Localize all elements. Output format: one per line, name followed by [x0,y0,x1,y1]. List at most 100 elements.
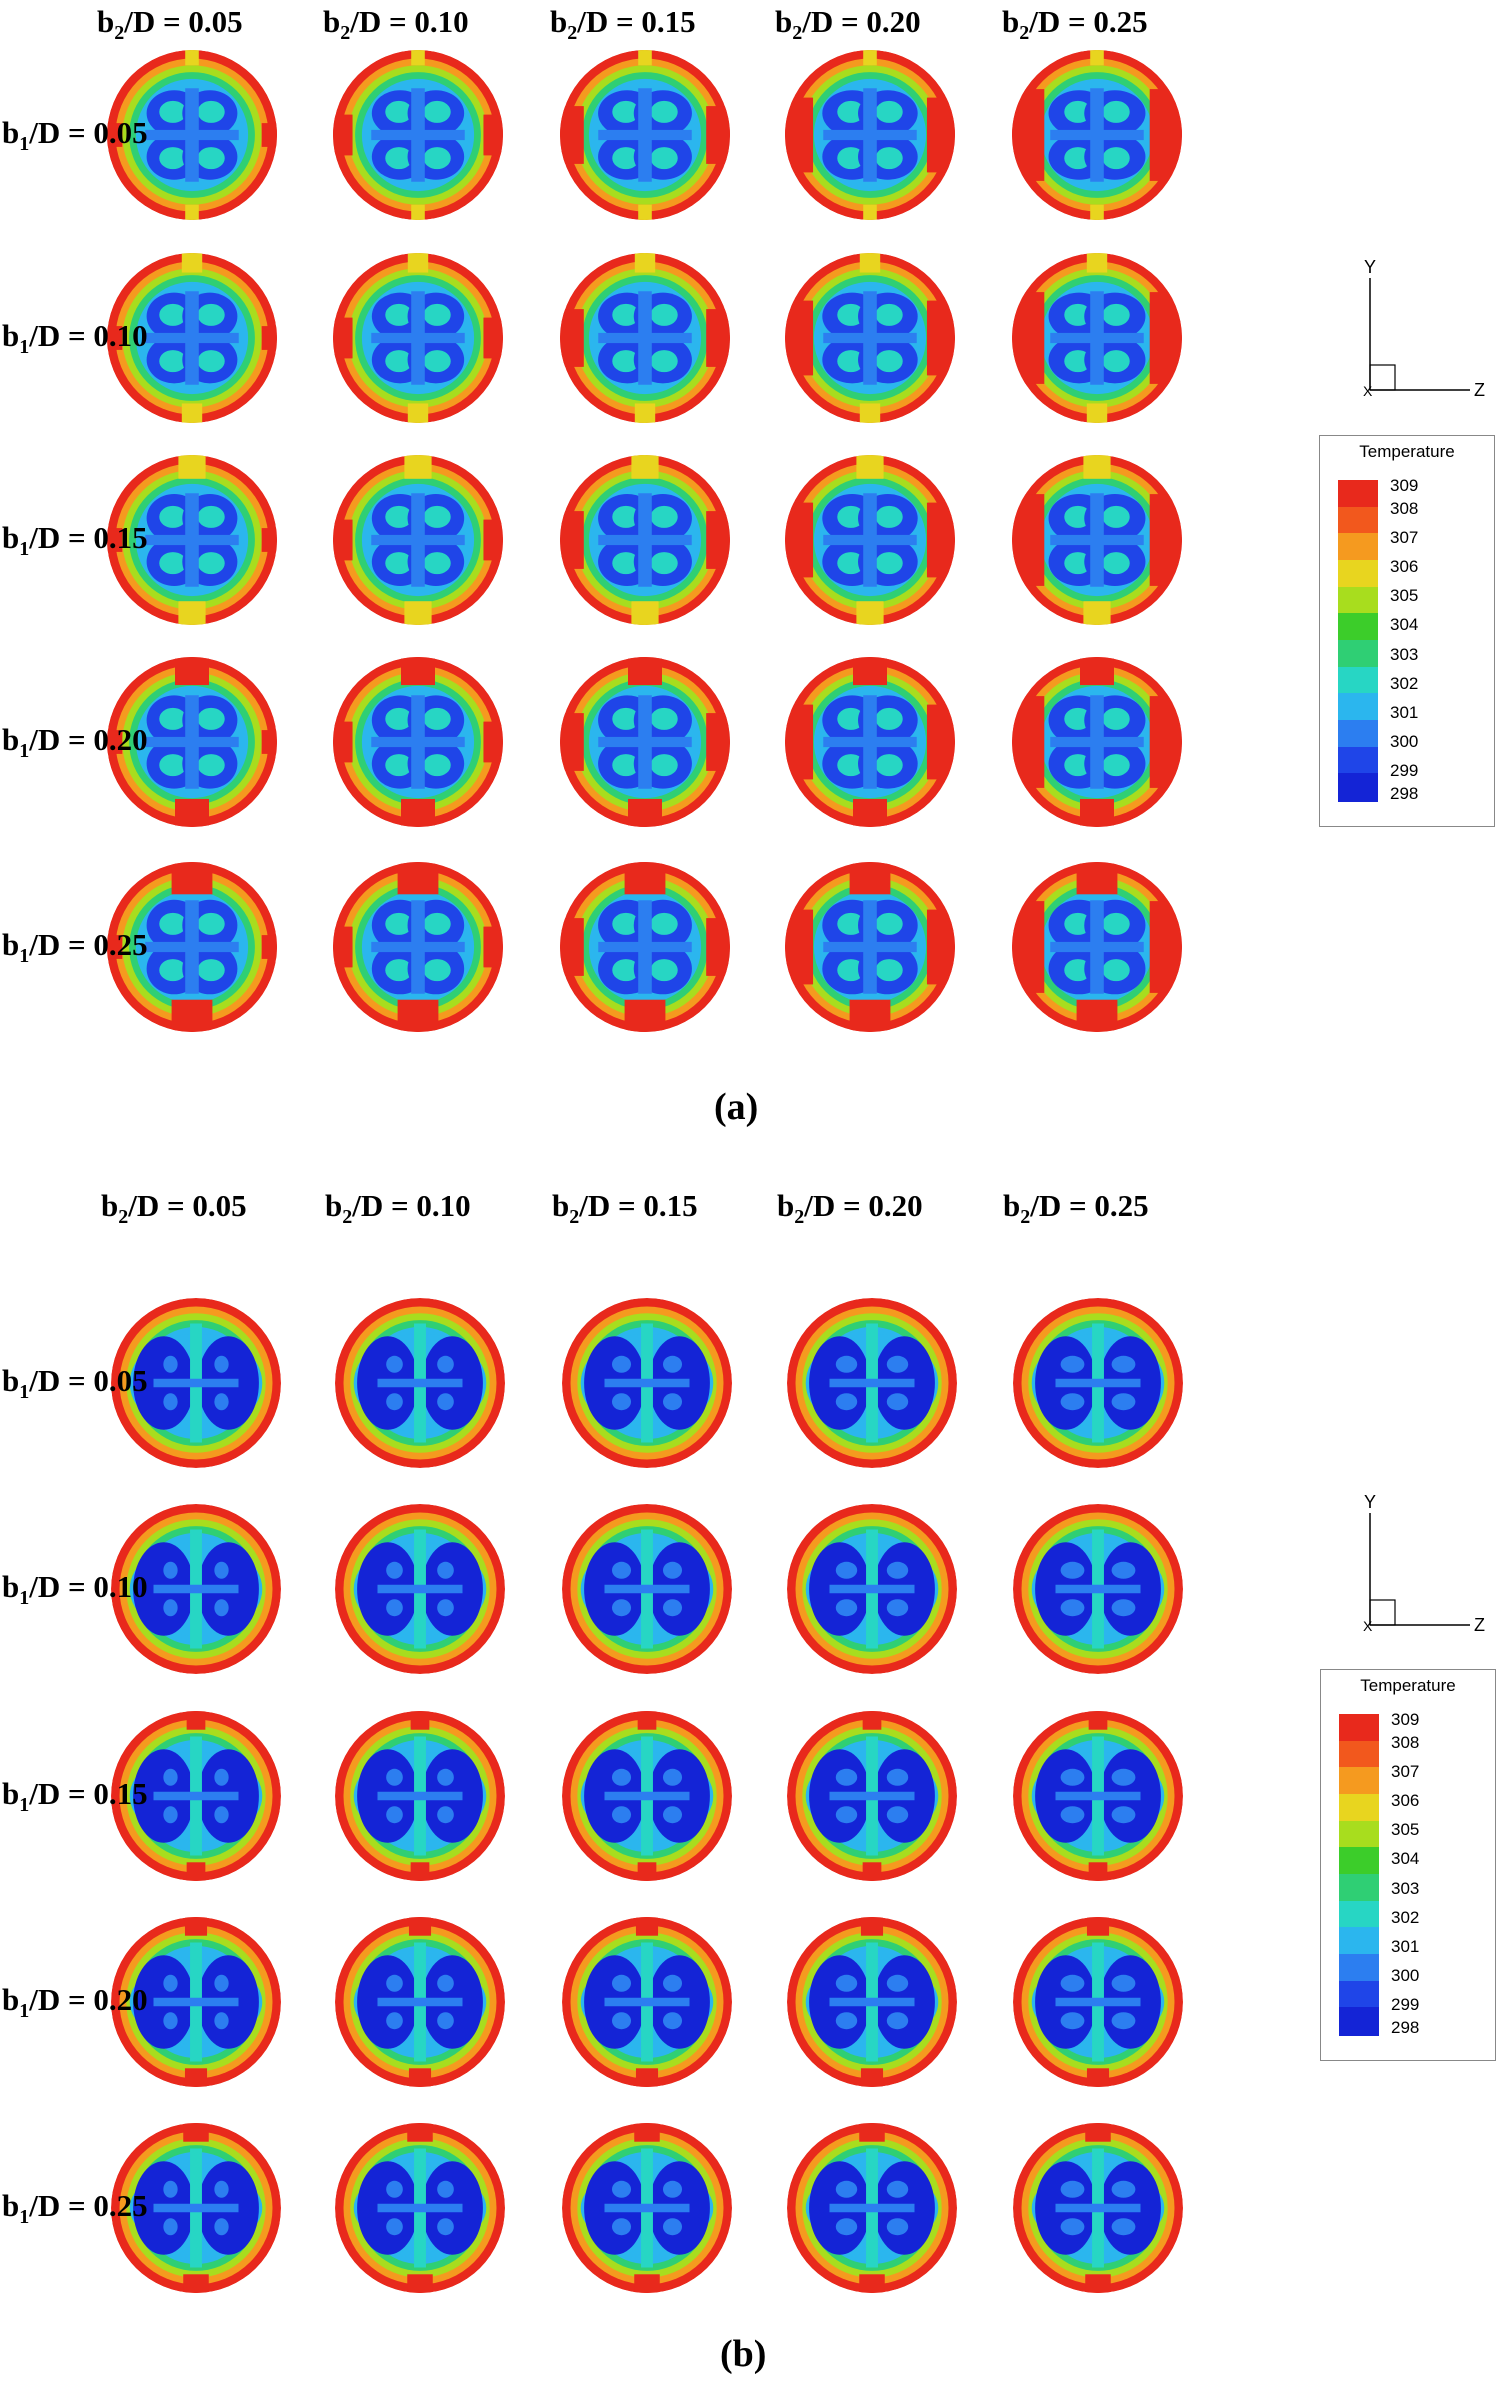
panel-label-b: (b) [720,2333,767,2375]
panel-a: (a) Temperature 309 308 307 306 305 304 303 302… [0,0,1505,1130]
temperature-contour [107,657,277,827]
legend-colorbar [1338,480,1378,802]
temperature-contour [560,253,730,423]
legend-swatch [1339,1847,1379,1876]
temperature-contour [1013,1917,1183,2087]
row-header: b1/D = 0.10 [2,318,148,359]
legend-title: Temperature [1359,442,1455,461]
legend-tick-label: 301 [1390,702,1419,722]
legend-colorbar [1339,1714,1379,2036]
legend-tick-label: 308 [1390,499,1419,519]
legend-tick-label: 304 [1391,1849,1420,1869]
row-header: b1/D = 0.20 [2,722,148,763]
legend-swatch [1339,1954,1379,1983]
coordinate-axes-a: Y Z X [1350,258,1500,408]
temperature-contour [560,455,730,625]
legend-swatch [1339,1900,1379,1929]
legend-tick-label: 302 [1391,1907,1420,1927]
legend-swatch [1339,2007,1379,2036]
temperature-contour [111,1298,281,1468]
temperature-contour [333,862,503,1032]
temperature-contour [787,1298,957,1468]
temperature-contour [1012,657,1182,827]
coordinate-axes-b: Y Z X [1350,1493,1500,1643]
legend-tick-label: 300 [1390,731,1419,751]
column-header: b2/D = 0.25 [1003,1188,1149,1229]
legend-swatch [1338,666,1378,695]
legend-tick-label: 308 [1391,1733,1420,1753]
legend-swatch [1339,1820,1379,1849]
row-header: b1/D = 0.15 [2,520,148,561]
temperature-contour [560,862,730,1032]
temperature-contour [562,2123,732,2293]
row-header: b1/D = 0.25 [2,2188,148,2229]
temperature-contour [560,50,730,220]
legend-swatch [1338,693,1378,722]
temperature-contour [335,1711,505,1881]
legend-swatch [1339,1714,1379,1743]
legend-swatch [1338,640,1378,669]
legend-swatch [1338,773,1378,802]
legend-swatch [1338,586,1378,615]
legend-tick-label: 306 [1391,1791,1420,1811]
legend-swatch [1339,1927,1379,1956]
row-header: b1/D = 0.10 [2,1569,148,1610]
legend-swatch [1339,1980,1379,2009]
legend-tick-label: 306 [1390,557,1419,577]
temperature-contour [1012,50,1182,220]
row-header: b1/D = 0.05 [2,1363,148,1404]
legend-tick-label: 299 [1391,1994,1420,2014]
row-header: b1/D = 0.20 [2,1982,148,2023]
row-header: b1/D = 0.15 [2,1776,148,1817]
legend-tick-label: 307 [1390,528,1419,548]
column-header: b2/D = 0.15 [550,4,696,45]
column-header: b2/D = 0.05 [97,4,243,45]
temperature-contour [787,1917,957,2087]
temperature-contour [335,2123,505,2293]
temperature-contour [785,50,955,220]
contour-grid-a [107,50,1182,1032]
legend-swatch [1339,1767,1379,1796]
temperature-contour [785,253,955,423]
temperature-contour [787,2123,957,2293]
temperature-contour [1013,2123,1183,2293]
legend-tick-label: 309 [1391,1710,1420,1729]
legend-tick-label: 307 [1391,1762,1420,1782]
axis-label-y: Y [1364,1492,1377,1512]
legend-tick-label: 298 [1391,2018,1420,2037]
temperature-contour [107,862,277,1032]
temperature-contour [333,455,503,625]
temperature-contour [107,50,277,220]
legend-swatch [1338,480,1378,509]
row-header: b1/D = 0.05 [2,115,148,156]
contour-grid-b [111,1298,1183,2293]
row-header: b1/D = 0.25 [2,927,148,968]
column-header: b2/D = 0.20 [775,4,921,45]
legend-tick-label: 303 [1391,1878,1420,1898]
panel-b: (b) Temperature 309 308 307 306 305 304 303 302… [0,1180,1505,2381]
column-header: b2/D = 0.10 [323,4,469,45]
legend-swatch [1338,560,1378,589]
panel-label-a: (a) [714,1086,759,1128]
temperature-contour [1013,1504,1183,1674]
legend-tick-label: 300 [1391,1965,1420,1985]
legend-title: Temperature [1360,1676,1456,1695]
legend-swatch [1339,1740,1379,1769]
column-header: b2/D = 0.20 [777,1188,923,1229]
temperature-contour [562,1504,732,1674]
column-header: b2/D = 0.10 [325,1188,471,1229]
temperature-legend-b: Temperature 309 308 307 306 305 304 303 302 301 3… [1320,1669,1496,2061]
temperature-contour [560,657,730,827]
legend-tick-label: 299 [1390,760,1419,780]
legend-tick-label: 301 [1391,1936,1420,1956]
axis-label-z: Z [1474,380,1485,400]
temperature-contour [1012,253,1182,423]
legend-swatch [1339,1794,1379,1823]
column-header: b2/D = 0.05 [101,1188,247,1229]
temperature-contour [785,455,955,625]
legend-tick-label: 303 [1390,644,1419,664]
temperature-contour [111,1917,281,2087]
temperature-contour [111,1711,281,1881]
legend-swatch [1338,720,1378,749]
axis-label-x: X [1363,1618,1373,1634]
